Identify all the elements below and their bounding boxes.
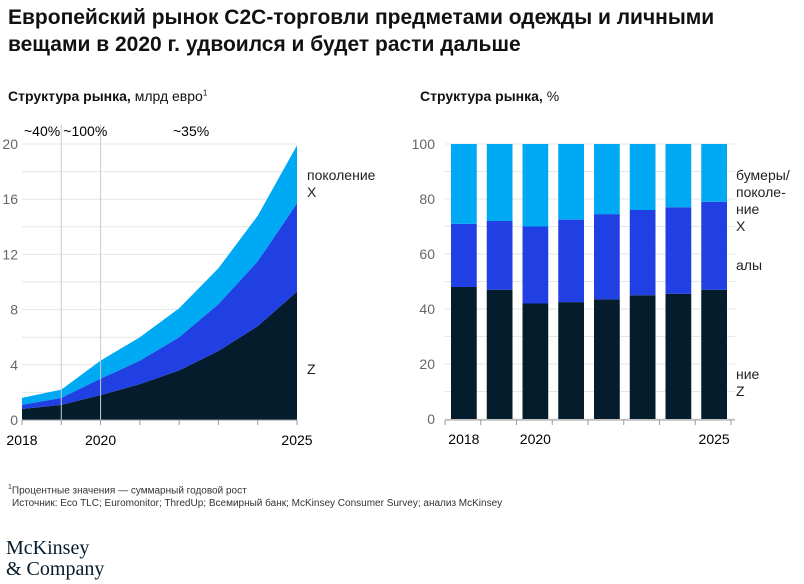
bar-segment-genz bbox=[451, 287, 477, 419]
legend-genz: ние Z bbox=[736, 366, 760, 399]
mckinsey-logo: McKinsey & Company bbox=[6, 537, 105, 580]
area-genz bbox=[22, 291, 297, 420]
y-tick-label: 20 bbox=[419, 356, 435, 372]
bar-segment-millennials bbox=[522, 226, 549, 304]
x-tick-label: 2018 bbox=[448, 431, 479, 447]
right-chart-title: Структура рынка, % bbox=[420, 88, 560, 104]
bar-segment-genz bbox=[558, 302, 584, 419]
y-tick-label: 60 bbox=[419, 246, 435, 262]
footnote: 1Процентные значения — суммарный годовой… bbox=[8, 484, 247, 497]
y-tick-label: 20 bbox=[2, 136, 18, 152]
source: Источник: Eco TLC; Euromonitor; ThredUp;… bbox=[12, 498, 503, 509]
y-tick-label: 80 bbox=[419, 191, 435, 207]
bar-segment-millennials bbox=[594, 214, 620, 300]
bar-segment-genz bbox=[701, 289, 727, 419]
bar-segment-millennials bbox=[558, 219, 584, 303]
bar-segment-millennials bbox=[701, 201, 727, 290]
bar-segment-boomers bbox=[701, 144, 727, 202]
area-boomers bbox=[22, 145, 297, 405]
y-tick-label: 4 bbox=[10, 357, 18, 373]
legend-boomers: бумеры/поколе-ние X bbox=[736, 167, 790, 234]
x-tick-label: 2020 bbox=[520, 431, 551, 447]
bar-segment-genz bbox=[665, 293, 692, 419]
bar-segment-genz bbox=[522, 303, 549, 419]
growth-annotation: ~100% bbox=[63, 123, 107, 139]
x-tick-label: 2018 bbox=[6, 432, 37, 448]
legend-genz: Z bbox=[307, 361, 316, 377]
chart-title: Европейский рынок C2C-торговли предметам… bbox=[8, 6, 715, 56]
bar-segment-millennials bbox=[629, 210, 656, 296]
bar-segment-millennials bbox=[665, 207, 692, 294]
y-tick-label: 100 bbox=[412, 136, 436, 152]
y-tick-label: 0 bbox=[427, 411, 435, 427]
bar-segment-boomers bbox=[451, 144, 477, 224]
bar-segment-boomers bbox=[665, 144, 692, 208]
x-tick-label: 2020 bbox=[85, 432, 116, 448]
y-tick-label: 40 bbox=[419, 301, 435, 317]
left-chart-title: Структура рынка, млрд евро1 bbox=[8, 88, 208, 104]
bar-segment-genz bbox=[629, 295, 656, 419]
y-tick-label: 8 bbox=[10, 302, 18, 318]
legend-millennials: алы bbox=[736, 257, 762, 273]
bar-segment-boomers bbox=[558, 144, 584, 220]
growth-annotation: ~40% bbox=[24, 123, 60, 139]
area-millennials bbox=[22, 203, 297, 409]
legend-boomers: поколение X bbox=[307, 167, 376, 200]
bar-segment-genz bbox=[486, 289, 513, 419]
bar-segment-millennials bbox=[486, 221, 513, 290]
bar-segment-millennials bbox=[451, 223, 477, 287]
growth-annotation: ~35% bbox=[173, 123, 209, 139]
y-tick-label: 12 bbox=[2, 246, 18, 262]
bar-segment-boomers bbox=[522, 144, 549, 227]
bar-segment-boomers bbox=[594, 144, 620, 215]
x-tick-label: 2025 bbox=[281, 432, 312, 448]
bar-segment-boomers bbox=[629, 144, 656, 210]
bar-segment-genz bbox=[594, 299, 620, 419]
y-tick-label: 16 bbox=[2, 191, 18, 207]
bar-segment-boomers bbox=[486, 144, 513, 221]
x-tick-label: 2025 bbox=[699, 431, 730, 447]
y-tick-label: 0 bbox=[10, 412, 18, 428]
